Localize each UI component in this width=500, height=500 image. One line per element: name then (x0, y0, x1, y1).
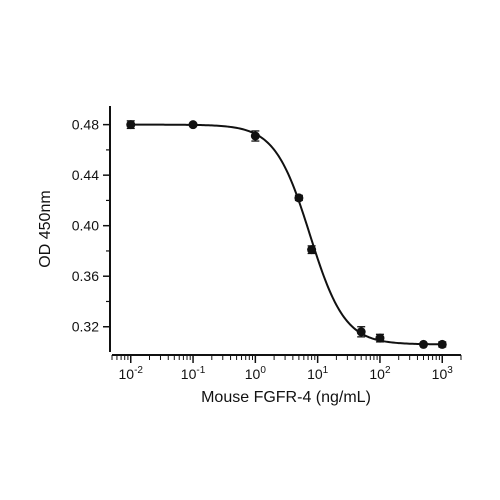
y-tick-label: 0.32 (72, 319, 99, 335)
y-axis: 0.32 0.36 0.40 0.44 0.48 (72, 106, 111, 352)
x-axis: 10-2 10-1 100 101 102 103 (111, 354, 462, 382)
x-tick-label: 10-2 (119, 365, 144, 382)
y-tick-label: 0.44 (72, 167, 99, 183)
x-tick-label: 102 (369, 365, 391, 382)
data-point (418, 339, 428, 349)
data-point-marker (294, 193, 304, 203)
x-axis-label: Mouse FGFR-4 (ng/mL) (201, 389, 371, 406)
data-point (294, 193, 304, 203)
data-point (356, 326, 366, 338)
x-tick-label: 101 (307, 365, 329, 382)
data-point (375, 333, 385, 343)
data-point-marker (250, 131, 260, 141)
data-point (250, 130, 260, 142)
data-point (437, 339, 447, 349)
data-point-marker (126, 120, 136, 130)
y-axis-label: OD 450nm (37, 190, 54, 267)
x-tick-label: 103 (432, 365, 454, 382)
y-tick-label: 0.40 (72, 218, 99, 234)
data-points-group (126, 120, 447, 349)
data-point-marker (437, 339, 447, 349)
data-point-marker (418, 339, 428, 349)
data-point (307, 245, 317, 255)
data-point (126, 120, 136, 130)
data-point (188, 120, 198, 130)
data-point-marker (307, 245, 317, 255)
data-point-marker (375, 333, 385, 343)
data-point-marker (356, 327, 366, 337)
fit-curve (130, 123, 443, 346)
data-point-marker (188, 120, 198, 130)
y-tick-label: 0.48 (72, 117, 99, 133)
y-tick-label: 0.36 (72, 268, 99, 284)
x-tick-label: 10-1 (181, 365, 206, 382)
x-tick-label: 100 (245, 365, 267, 382)
fit-curve-group (130, 123, 443, 346)
